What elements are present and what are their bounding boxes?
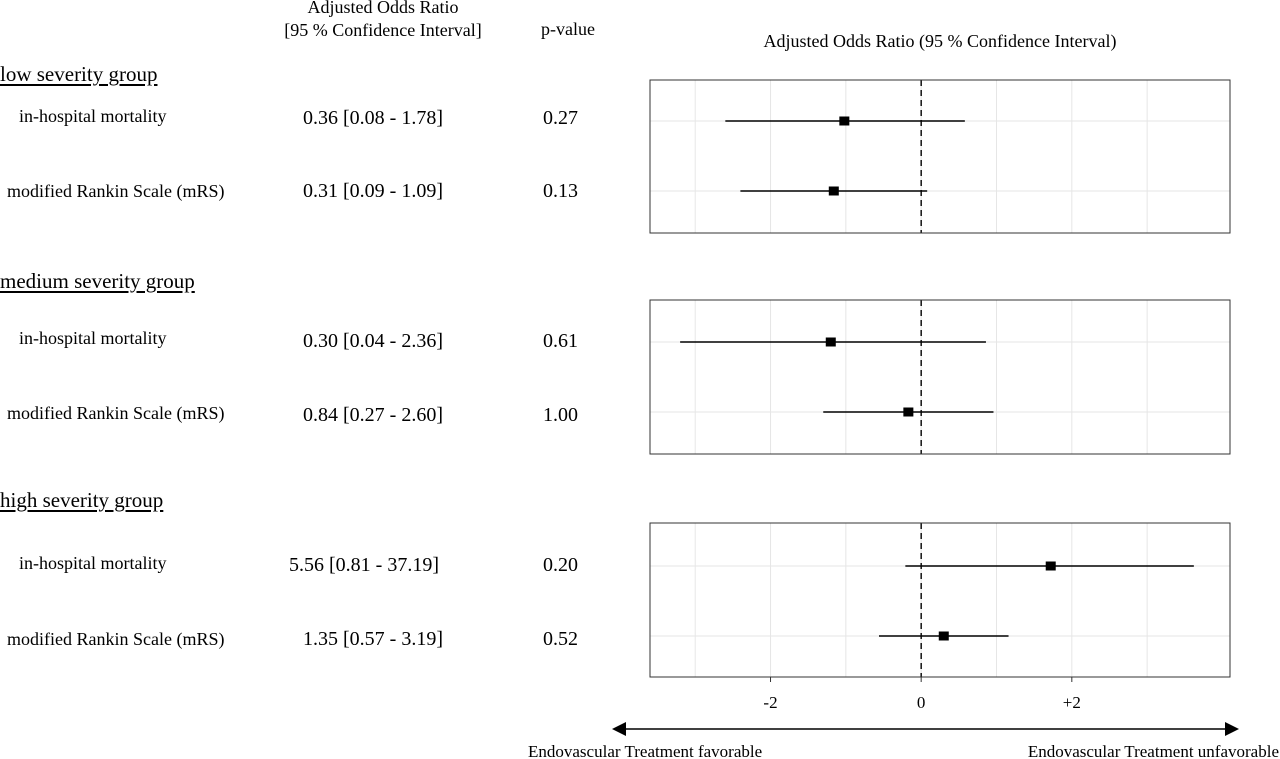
panel-background [650,300,1230,454]
or-ci-value: 0.84 [0.27 - 2.60] [303,404,443,426]
row-label: modified Rankin Scale (mRS) [7,629,225,649]
or-header-line1: Adjusted Odds Ratio [307,0,459,17]
p-value: 0.20 [543,554,578,576]
tick-label: -2 [763,693,777,712]
p-value: 0.61 [543,330,578,352]
tick-label: +2 [1063,693,1081,712]
point-estimate [839,116,850,126]
row-label: in-hospital mortality [19,328,167,348]
row-label: in-hospital mortality [19,553,167,573]
arrow-label-unfavorable: Endovascular Treatment unfavorable [1028,742,1279,759]
p-value: 0.13 [543,180,578,202]
or-ci-value: 0.36 [0.08 - 1.78] [303,107,443,129]
arrow-label-favorable: Endovascular Treatment favorable [528,742,762,759]
point-estimate [828,186,839,196]
panel-border [649,522,1231,678]
plot-title: Adjusted Odds Ratio (95 % Confidence Int… [763,31,1117,51]
tick-label: 0 [917,693,926,712]
point-estimate [903,407,914,417]
panel-border [649,79,1231,234]
group-title-low: low severity group [0,62,158,86]
point-estimate [825,337,836,347]
row-label: modified Rankin Scale (mRS) [7,181,225,201]
or-ci-value: 1.35 [0.57 - 3.19] [303,628,443,650]
point-estimate [1045,561,1056,571]
panel-background [650,80,1230,233]
or-ci-value: 0.31 [0.09 - 1.09] [303,180,443,202]
p-value: 1.00 [543,404,578,426]
or-ci-value: 0.30 [0.04 - 2.36] [303,330,443,352]
row-label: in-hospital mortality [19,106,167,126]
or-header-line2: [95 % Confidence Interval] [284,20,482,40]
panel-background [650,523,1230,677]
or-column-header: Adjusted Odds Ratio [95 % Confidence Int… [248,0,518,42]
point-estimate [938,631,949,641]
p-value: 0.52 [543,628,578,650]
p-value: 0.27 [543,107,578,129]
or-ci-value: 5.56 [0.81 - 37.19] [289,554,439,576]
group-title-medium: medium severity group [0,269,195,293]
row-label: modified Rankin Scale (mRS) [7,403,225,423]
pvalue-column-header: p-value [541,19,595,39]
arrow-right-icon [1225,722,1239,736]
group-title-high: high severity group [0,488,164,512]
arrow-left-icon [612,722,626,736]
panel-border [649,299,1231,455]
